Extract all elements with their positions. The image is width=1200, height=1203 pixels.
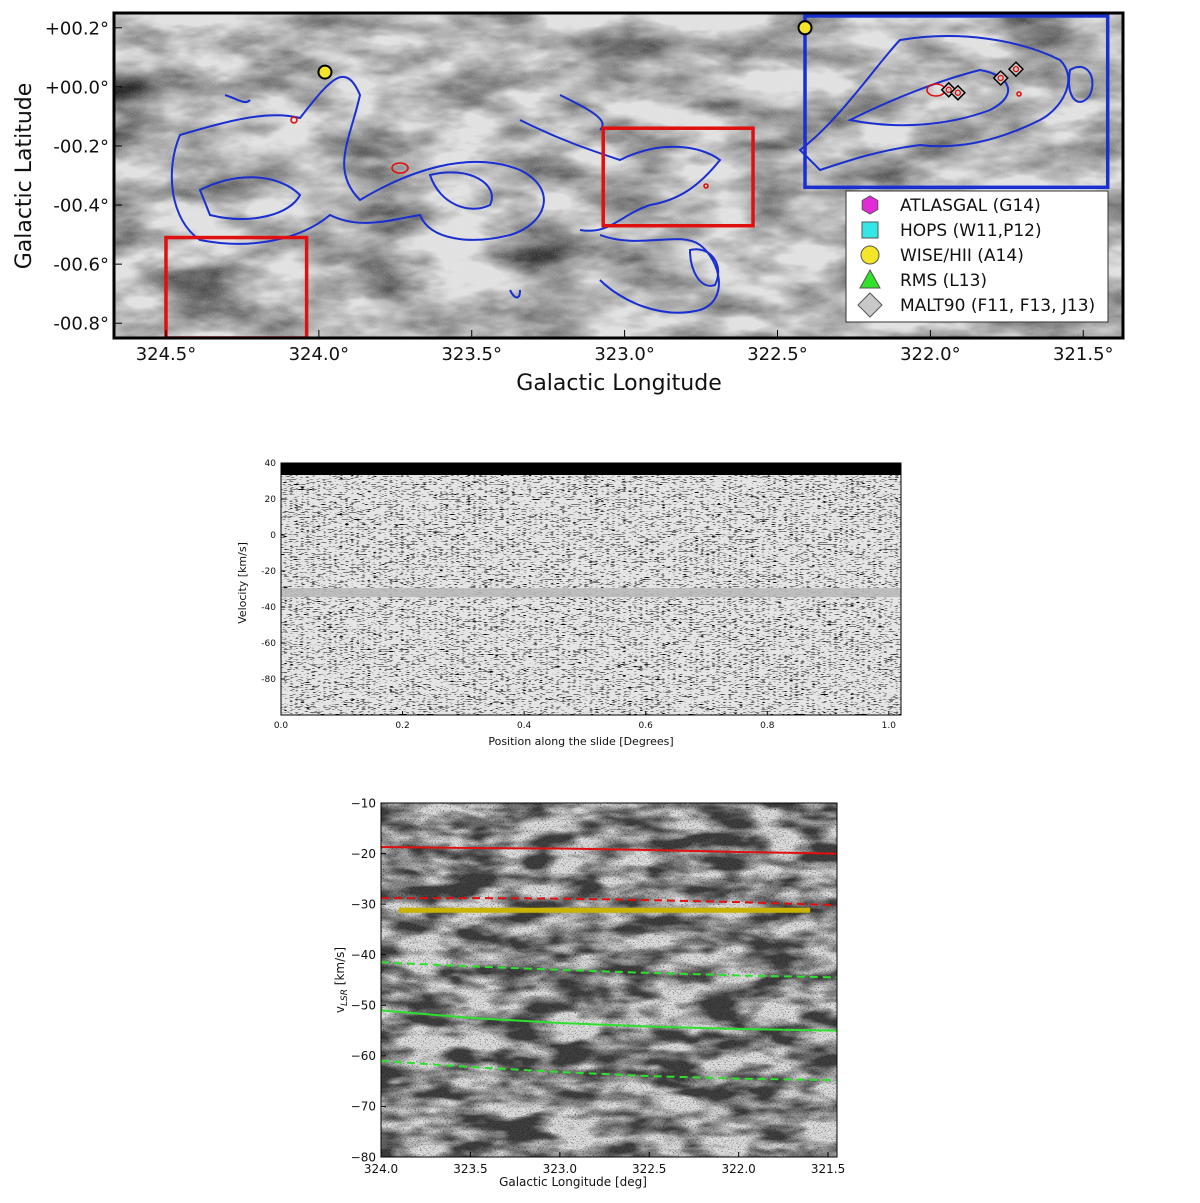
pv-panel: 0.0 0.2 0.4 0.6 0.8 1.0 40 20 0 -20 -40 -60 -80 Posi… xyxy=(236,459,902,748)
y-tick-label: −80 xyxy=(351,1150,376,1164)
lv-ylabel-unit: [km/s] xyxy=(333,947,347,989)
x-tick-label: 321.5° xyxy=(1053,344,1114,365)
legend-marker-diamond xyxy=(857,292,883,318)
y-tick-label: 20 xyxy=(265,495,277,505)
y-tick-label: 0 xyxy=(270,531,276,541)
y-tick-label: -60 xyxy=(261,639,276,649)
lv-speckle xyxy=(381,803,837,1157)
map-axes: 324.5° 324.0° 323.5° 323.0° 322.5° 322.0° 321.… xyxy=(45,18,1114,365)
x-tick-label: 324.0 xyxy=(364,1162,398,1176)
y-tick-label: −10 xyxy=(351,796,376,810)
legend-marker-circle xyxy=(860,245,880,265)
x-tick-label: 1.0 xyxy=(882,721,897,731)
y-tick-label: −30 xyxy=(351,897,376,911)
wise-hii-marker xyxy=(317,64,333,80)
legend-label: RMS (L13) xyxy=(900,271,987,291)
x-tick-label: 323.5° xyxy=(441,344,502,365)
x-tick-label: 0.4 xyxy=(517,721,532,731)
map-markers xyxy=(317,20,1025,101)
lv-ylabel: vLSR [km/s] xyxy=(333,947,350,1013)
pv-ylabel: Velocity [km/s] xyxy=(236,542,249,624)
legend-marker-square xyxy=(861,221,879,239)
lv-panel: 324.0 323.5 323.0 322.5 322.0 321.5 −10 −20 −30 −… xyxy=(333,796,845,1189)
y-tick-label: -20 xyxy=(261,567,276,577)
y-tick-label: −60 xyxy=(351,1049,376,1063)
lv-curve-dashed xyxy=(381,897,837,907)
x-tick-label: 323.0° xyxy=(594,344,655,365)
map-panel: 324.5° 324.0° 323.5° 323.0° 322.5° 322.0° 321.… xyxy=(12,11,1125,396)
y-tick-label: +00.0° xyxy=(45,77,109,98)
lv-ylabel-sub: LSR xyxy=(340,989,350,1006)
x-tick-label: 0.2 xyxy=(395,721,409,731)
y-tick-label: -00.6° xyxy=(53,255,109,276)
y-tick-label: -40 xyxy=(261,603,276,613)
lv-frame xyxy=(380,802,838,1158)
region-box xyxy=(164,235,309,338)
pv-axes: 0.0 0.2 0.4 0.6 0.8 1.0 40 20 0 -20 -40 -60 -80 xyxy=(261,459,896,731)
legend-label: ATLASGAL (G14) xyxy=(900,196,1041,216)
pv-emission-band xyxy=(281,588,901,598)
legend-label: WISE/HII (A14) xyxy=(900,246,1024,266)
legend-box xyxy=(845,190,1109,323)
malt90-contour xyxy=(997,74,1004,82)
y-tick-label: 40 xyxy=(265,459,277,469)
lv-curve-solid xyxy=(381,845,837,855)
y-tick-label: +00.2° xyxy=(45,18,109,39)
malt90-contour xyxy=(954,89,962,96)
x-tick-label: 324.5° xyxy=(136,344,197,365)
map-legend: ATLASGAL (G14) HOPS (W11,P12) WISE/HII (A1… xyxy=(845,190,1109,323)
y-tick-label: -00.8° xyxy=(53,314,109,335)
region-box xyxy=(803,14,1110,190)
map-regions xyxy=(164,14,1110,338)
y-tick-label: −20 xyxy=(351,847,376,861)
y-tick-label: -80 xyxy=(261,675,276,685)
pv-frame xyxy=(280,462,902,716)
y-tick-label: −40 xyxy=(351,948,376,962)
y-tick-label: −50 xyxy=(351,999,376,1013)
map-xlabel: Galactic Longitude xyxy=(516,371,721,396)
legend-marker-hexagon xyxy=(861,195,879,215)
x-tick-label: 323.0 xyxy=(543,1162,577,1176)
pv-xlabel: Position along the slide [Degrees] xyxy=(488,735,673,748)
malt90-contour xyxy=(945,86,952,93)
lv-curve-solid xyxy=(381,1009,837,1032)
wise-hii-marker xyxy=(797,20,813,36)
x-tick-label: 0.8 xyxy=(760,721,775,731)
x-tick-label: 0.6 xyxy=(639,721,654,731)
red-contours xyxy=(290,83,1022,189)
lv-curves xyxy=(381,845,837,1082)
x-tick-label: 322.0 xyxy=(721,1162,755,1176)
malt90-contour xyxy=(1012,65,1020,73)
x-tick-label: 322.5 xyxy=(632,1162,666,1176)
x-tick-label: 321.5 xyxy=(811,1162,845,1176)
lv-xlabel: Galactic Longitude [deg] xyxy=(499,1175,647,1189)
x-tick-label: 323.5 xyxy=(453,1162,487,1176)
lv-ylabel-main: v xyxy=(333,1006,347,1013)
x-tick-label: 322.5° xyxy=(747,344,808,365)
y-tick-label: -00.2° xyxy=(53,136,109,157)
malt90-marker xyxy=(992,69,1009,87)
map-ylabel: Galactic Latitude xyxy=(12,83,37,270)
legend-marker-triangle xyxy=(859,268,881,289)
y-tick-label: −70 xyxy=(351,1100,376,1114)
legend-label: HOPS (W11,P12) xyxy=(900,221,1042,241)
malt90-marker xyxy=(949,84,966,101)
lv-curve-dashed xyxy=(381,1059,837,1082)
y-tick-label: -00.4° xyxy=(53,196,109,217)
malt90-marker xyxy=(1007,61,1025,78)
x-tick-label: 322.0° xyxy=(900,344,961,365)
lv-curve-dashed xyxy=(381,961,837,979)
map-frame xyxy=(112,11,1125,340)
blue-contours xyxy=(170,35,1094,314)
x-tick-label: 324.0° xyxy=(289,344,350,365)
lv-axes: 324.0 323.5 323.0 322.5 322.0 321.5 −10 −20 −30 −… xyxy=(351,796,846,1176)
legend-label: MALT90 (F11, F13, J13) xyxy=(900,296,1095,316)
x-tick-label: 0.0 xyxy=(274,721,289,731)
region-box xyxy=(601,126,755,228)
